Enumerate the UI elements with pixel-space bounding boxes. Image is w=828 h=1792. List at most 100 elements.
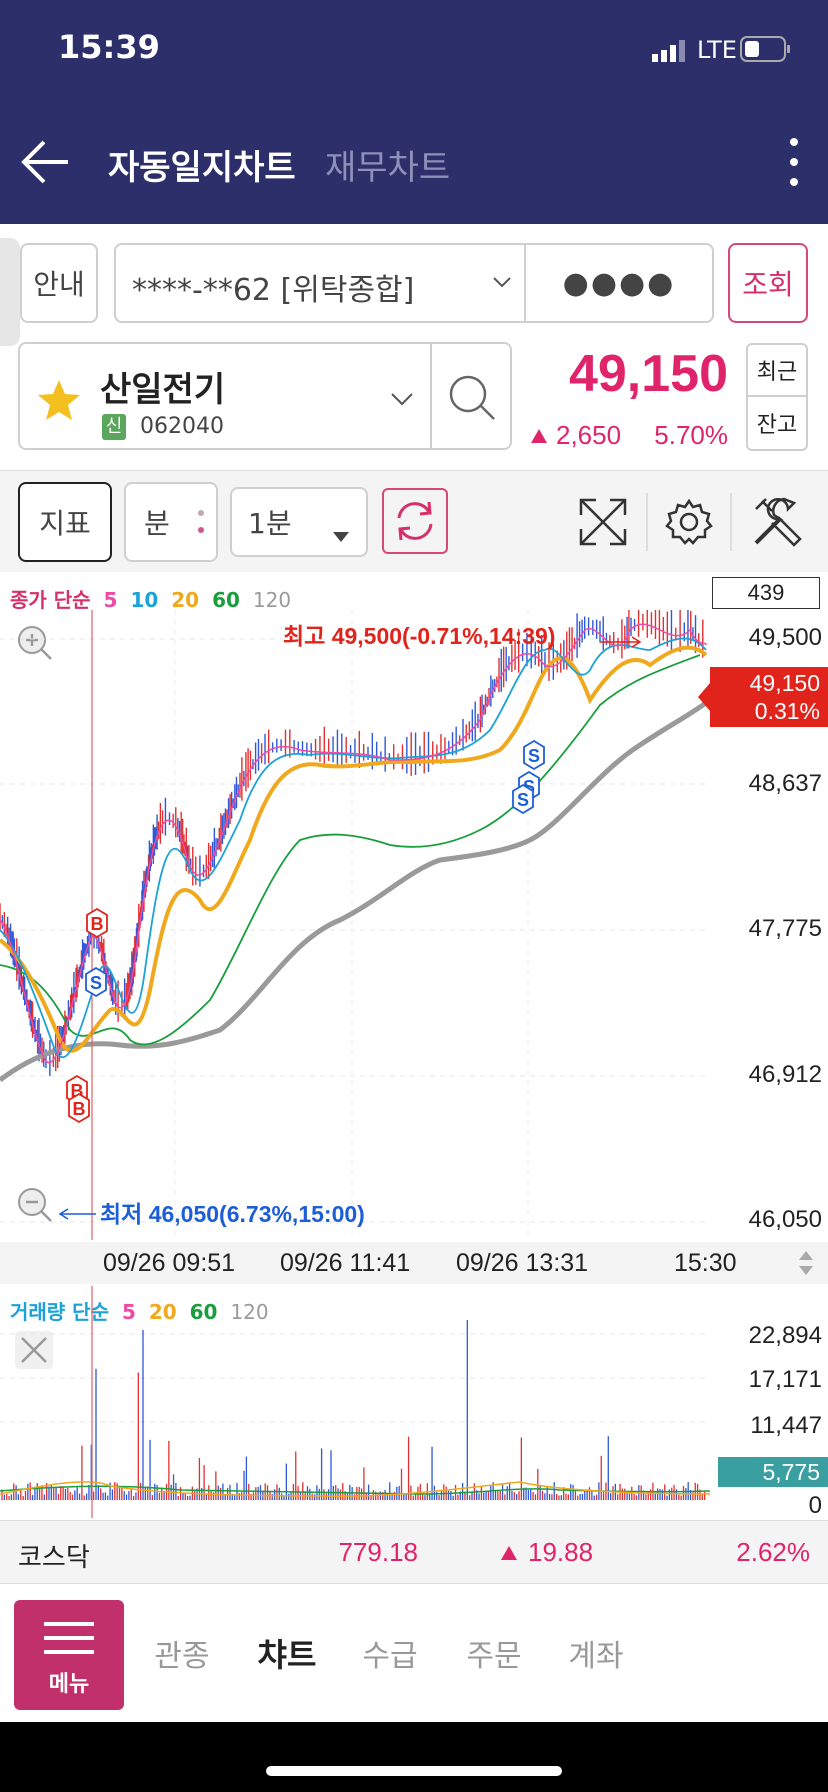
stock-search-button[interactable] xyxy=(430,342,512,450)
time-tick-1: 09/26 09:51 xyxy=(103,1249,236,1277)
marker-label: B xyxy=(91,914,104,934)
expand-icon[interactable] xyxy=(578,497,628,551)
tab-order[interactable]: 주문 xyxy=(466,1639,522,1674)
chart-title: 종가 단순 xyxy=(10,588,91,612)
back-arrow-icon[interactable] xyxy=(20,136,72,188)
marker-shape xyxy=(523,739,545,771)
period-button[interactable]: 분 xyxy=(124,482,218,562)
price-tick-4: 46,912 xyxy=(748,1061,822,1088)
account-number: ****-**62 [위탁종합] xyxy=(132,273,415,308)
volume-chart[interactable] xyxy=(0,1286,710,1518)
tab-auto-journal-chart[interactable]: 자동일지차트 xyxy=(108,148,296,188)
balance-button[interactable]: 잔고 xyxy=(756,413,798,438)
tab-watchlist[interactable]: 관종 xyxy=(154,1639,210,1674)
dropdown-triangle-icon xyxy=(332,517,350,550)
time-tick-4: 15:30 xyxy=(674,1249,737,1277)
new-listing-badge: 신 xyxy=(102,414,126,440)
legend-ma20: 20 xyxy=(171,588,200,612)
marker-label: B xyxy=(73,1099,86,1119)
market-ticker[interactable]: 코스닥 779.18 19.88 2.62% xyxy=(0,1520,828,1584)
sell-marker: S xyxy=(85,966,107,998)
marker-shape xyxy=(86,907,108,939)
price-change: 2,650 xyxy=(556,420,622,450)
marker-label: S xyxy=(90,973,102,993)
refresh-icon xyxy=(397,501,433,541)
refresh-button[interactable] xyxy=(382,488,448,554)
toolbar-divider xyxy=(646,493,648,551)
market-change-pct: 2.62% xyxy=(736,1537,810,1567)
price-chart-header: 종가 단순 5 10 20 60 120 xyxy=(10,584,291,613)
low-arrow xyxy=(58,1208,96,1220)
tools-icon[interactable] xyxy=(750,495,802,553)
menu-button[interactable]: 메뉴 xyxy=(14,1600,124,1710)
ma120-line xyxy=(0,697,710,1083)
up-triangle-icon xyxy=(530,428,548,448)
guide-button[interactable]: 안내 xyxy=(20,243,98,323)
tab-chart[interactable]: 챠트 xyxy=(257,1636,317,1674)
price-tick-2: 48,637 xyxy=(748,770,822,797)
recent-button[interactable]: 최근 xyxy=(748,345,806,397)
close-icon[interactable] xyxy=(14,1330,54,1374)
home-indicator[interactable] xyxy=(266,1766,562,1776)
interval-label: 1분 xyxy=(248,507,292,540)
account-select[interactable]: ****-**62 [위탁종합] xyxy=(114,243,526,323)
stock-name: 산일전기 xyxy=(100,370,226,410)
low-annotation: 최저 46,050(6.73%,15:00) xyxy=(100,1201,365,1227)
volume-legend-ma20: 20 xyxy=(148,1300,177,1324)
volume-tick-4: 0 xyxy=(808,1492,822,1519)
ma20-line xyxy=(0,645,708,1053)
price-tick-5: 46,050 xyxy=(748,1206,822,1233)
zoom-in-icon[interactable] xyxy=(14,622,54,666)
tab-account[interactable]: 계좌 xyxy=(568,1639,624,1674)
price-tick-3: 47,775 xyxy=(748,915,822,942)
up-triangle-icon xyxy=(500,1545,518,1565)
legend-ma120: 120 xyxy=(252,588,292,612)
marker-shape xyxy=(68,1092,90,1124)
market-value: 779.18 xyxy=(338,1537,418,1567)
marker-label: S xyxy=(517,790,529,810)
battery-icon xyxy=(740,36,792,62)
price-tick-1: 49,500 xyxy=(748,624,822,651)
legend-ma60: 60 xyxy=(212,588,240,612)
star-icon[interactable] xyxy=(36,378,82,426)
bar-count-box: 439 xyxy=(712,577,820,609)
gear-icon[interactable] xyxy=(664,497,714,551)
time-tick-2: 09/26 11:41 xyxy=(280,1249,411,1277)
current-volume-tag: 5,775 xyxy=(718,1457,828,1487)
ma10-line xyxy=(0,637,707,1059)
menu-label: 메뉴 xyxy=(48,1672,90,1697)
marker-shape xyxy=(512,783,534,815)
time-axis xyxy=(0,1242,828,1284)
zoom-out-icon[interactable] xyxy=(14,1184,54,1228)
dot-indicator-icon xyxy=(198,508,204,538)
nav-bar: 자동일지차트 재무차트 xyxy=(0,100,828,224)
indicator-button[interactable]: 지표 xyxy=(18,482,112,562)
scroll-handle-icon[interactable] xyxy=(796,1248,816,1282)
more-menu-icon[interactable] xyxy=(784,134,804,190)
buy-marker: B xyxy=(86,907,108,939)
stock-selector[interactable]: 산일전기 신 062040 xyxy=(18,342,432,450)
marker-shape xyxy=(85,966,107,998)
password-field[interactable]: ●●●● xyxy=(524,243,714,323)
chevron-down-icon xyxy=(492,275,512,294)
marker-label: S xyxy=(528,746,540,766)
recent-balance-toggle: 최근 잔고 xyxy=(746,343,808,451)
legend-ma10: 10 xyxy=(130,588,159,612)
volume-legend-ma5: 5 xyxy=(121,1300,136,1324)
volume-tick-3: 11,447 xyxy=(750,1412,822,1439)
bottom-tab-bar: 메뉴 관종 챠트 수급 주문 계좌 xyxy=(0,1584,828,1722)
chevron-down-icon xyxy=(390,392,414,412)
network-label: LTE xyxy=(697,36,737,64)
query-button[interactable]: 조회 xyxy=(728,243,808,323)
status-bar: 15:39 LTE xyxy=(0,0,828,100)
sell-marker: S xyxy=(512,783,534,815)
current-price-tag: 49,150 0.31% xyxy=(698,667,828,727)
ma5-line xyxy=(0,623,707,1064)
interval-select[interactable]: 1분 xyxy=(230,487,368,557)
current-price: 49,150 xyxy=(568,345,728,403)
tab-supply[interactable]: 수급 xyxy=(362,1639,418,1674)
side-handle[interactable] xyxy=(0,238,20,346)
sell-marker: S xyxy=(523,739,545,771)
tab-financial-chart[interactable]: 재무차트 xyxy=(325,148,451,188)
